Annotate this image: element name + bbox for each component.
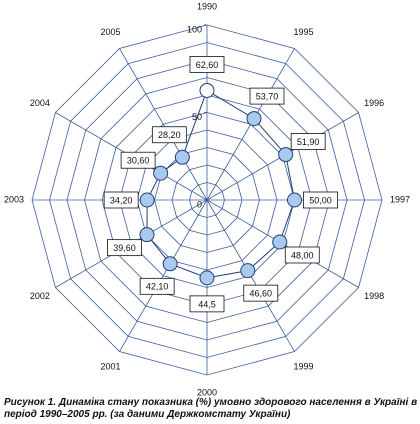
category-label: 2005 [100, 27, 120, 37]
value-label: 34,20 [110, 195, 133, 205]
value-label: 44,5 [198, 299, 216, 309]
value-label: 42,10 [146, 282, 169, 292]
category-label: 2001 [100, 362, 120, 372]
category-label: 1996 [364, 98, 384, 108]
value-label: 51,90 [297, 137, 320, 147]
label-box [120, 151, 156, 169]
data-point [278, 147, 294, 163]
data-point [199, 82, 215, 98]
category-label: 1995 [293, 27, 313, 37]
data-point [199, 270, 215, 286]
spoke [119, 199, 208, 352]
value-label: 53,70 [256, 91, 279, 101]
label-box [249, 87, 285, 105]
chart: 0501001990199519961997199819992000200120… [4, 1, 410, 397]
category-label: 2000 [197, 387, 217, 396]
label-box [189, 56, 225, 73]
label-box [303, 191, 338, 209]
label-box [243, 284, 279, 302]
category-label: 2003 [4, 194, 24, 204]
caption: Рисунок 1. Динаміка стану показника (%) … [4, 397, 418, 420]
label-box [103, 191, 139, 209]
category-label: 1998 [364, 291, 384, 301]
label-box [151, 126, 187, 144]
value-label: 62,60 [196, 60, 219, 70]
data-point [139, 227, 155, 243]
value-label: 30,60 [127, 156, 150, 166]
label-box [107, 239, 142, 257]
r-tick-label: 0 [197, 199, 202, 209]
data-point [272, 234, 288, 250]
category-label: 1999 [293, 362, 313, 372]
data-point [139, 192, 155, 208]
data-point [162, 256, 178, 272]
category-label: 2002 [30, 291, 50, 301]
value-label: 48,00 [291, 250, 314, 260]
label-box [284, 246, 320, 264]
category-label: 1990 [197, 1, 217, 11]
category-label: 2004 [30, 98, 50, 108]
data-point [240, 263, 256, 279]
spoke [119, 48, 208, 201]
category-label: 1997 [390, 194, 410, 204]
r-tick-label: 100 [187, 24, 202, 34]
value-label: 39,60 [113, 243, 136, 253]
value-label: 46,60 [250, 289, 273, 299]
data-point [153, 165, 169, 181]
data-point [246, 111, 262, 127]
label-box [189, 295, 225, 313]
label-box [290, 133, 326, 150]
data-point [174, 149, 190, 165]
data-point [287, 192, 302, 208]
value-label: 28,20 [158, 130, 181, 140]
value-label: 50,00 [309, 195, 332, 205]
label-box [139, 277, 175, 295]
